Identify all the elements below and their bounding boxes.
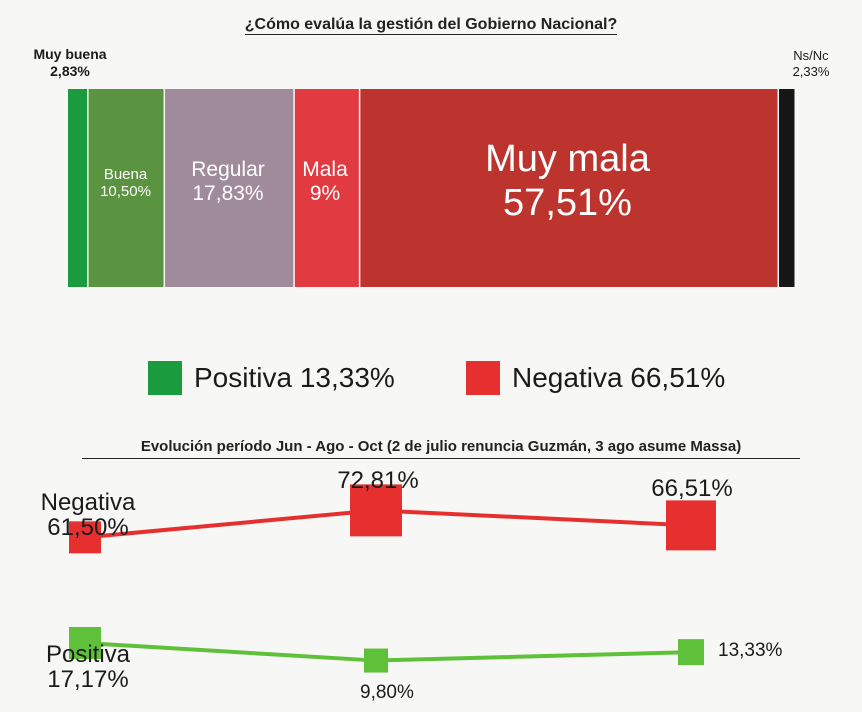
bar-segment-regular [165,89,294,287]
label-mala: Mala 9% [302,158,348,206]
chart-title: ¿Cómo evalúa la gestión del Gobierno Nac… [244,16,618,35]
label-buena: Buena 10,50% [100,166,151,201]
legend-negative: Negativa 66,51% [466,358,725,398]
bar-segment-muy-mala [360,89,778,287]
positiva-ago-label: 9,80% [360,682,414,703]
legend-positive: Positiva 13,33% [148,358,395,398]
bar-segment-buena [88,89,164,287]
negativa-oct-label: 66,51% [651,475,733,502]
marker-positiva-oct [678,639,704,666]
label-ns-nc: Ns/Nc 2,33% [792,48,830,79]
marker-positiva-jun [69,626,101,659]
marker-negativa-ago [350,484,402,537]
label-muy-mala: Muy mala 57,51% [485,138,650,224]
marker-negativa-jun [69,521,101,554]
marker-negativa-oct [666,500,716,551]
negativa-ago-label: 72,81% [337,467,419,494]
legend-positive-label: Positiva 13,33% [194,362,395,393]
bar-segment-muy-buena [68,89,88,287]
bar-segment-ns-nc [779,89,795,287]
legend-negative-swatch [466,361,500,395]
bar-segment-mala [294,89,359,287]
legend-negative-label: Negativa 66,51% [512,362,726,393]
label-regular: Regular 17,83% [191,158,265,206]
line-chart-title: Evolución período Jun - Ago - Oct (2 de … [82,438,800,459]
negativa-jun-label: Negativa 61,50% [40,489,136,542]
positiva-jun-label: Positiva 17,17% [45,641,131,694]
marker-positiva-ago [364,648,388,673]
label-muy-buena: Muy buena 2,83% [33,46,107,79]
positiva-oct-label: 13,33% [718,640,783,661]
legend-positive-swatch [148,361,182,395]
